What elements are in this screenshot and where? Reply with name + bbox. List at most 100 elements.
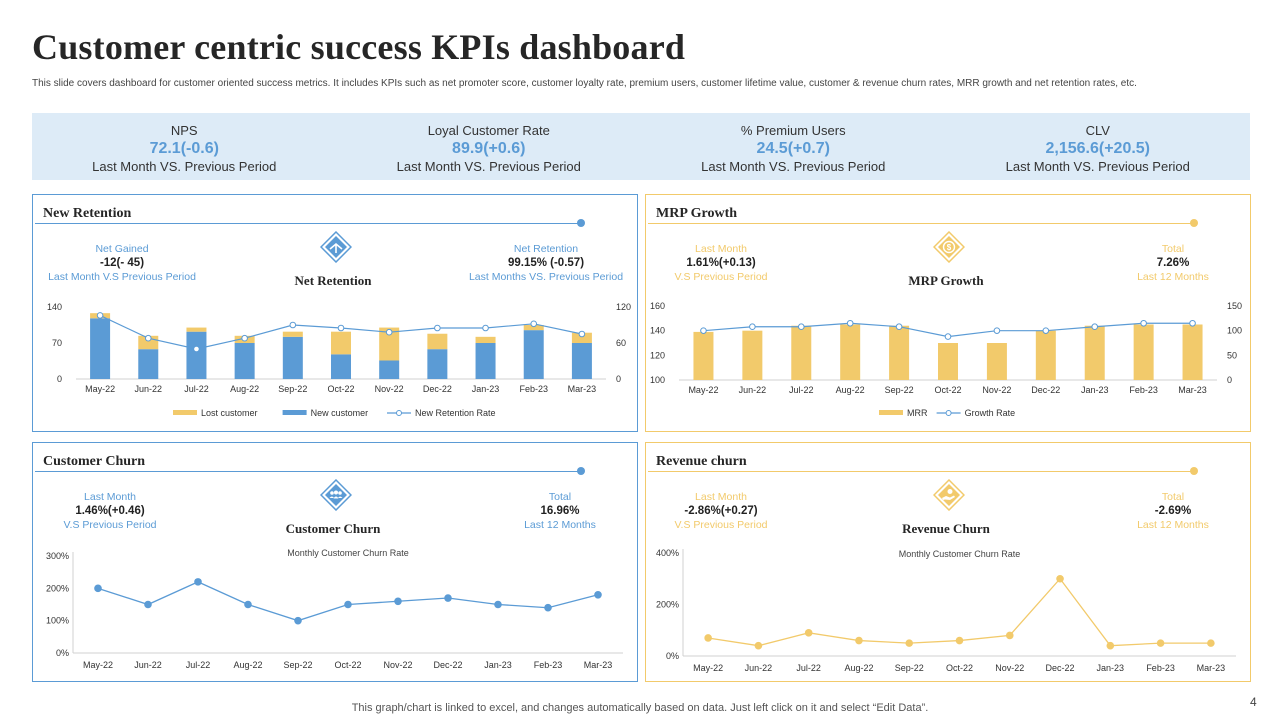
stat-label: Net Gained bbox=[95, 243, 149, 255]
bar-mrr bbox=[938, 343, 958, 380]
stat-caption: V.S Previous Period bbox=[674, 271, 768, 283]
bar-lost-customer bbox=[571, 332, 592, 343]
stat-label: Net Retention bbox=[513, 243, 579, 255]
line-point bbox=[530, 320, 538, 328]
x-tick-label: Dec-22 bbox=[433, 660, 462, 670]
bar-mrr bbox=[1084, 325, 1105, 380]
line-point bbox=[544, 603, 552, 612]
x-tick-label: Dec-22 bbox=[423, 384, 452, 394]
line-point bbox=[1140, 319, 1147, 327]
panel-rule-dot bbox=[1190, 467, 1198, 475]
legend-label: MRR bbox=[907, 408, 928, 418]
stat-value: 7.26% bbox=[1156, 257, 1190, 269]
revenue-churn-panel: Revenue churn Last Month -2.86%(+0.27) V… bbox=[645, 442, 1251, 682]
line-point bbox=[700, 327, 707, 334]
x-tick-label: Nov-22 bbox=[995, 663, 1024, 673]
stat-caption: V.S Previous Period bbox=[63, 519, 157, 531]
stat-caption: V.S Previous Period bbox=[674, 519, 768, 531]
last-month-stat: Last Month 1.46%(+0.46) V.S Previous Per… bbox=[15, 490, 205, 532]
x-tick-label: Aug-22 bbox=[844, 663, 873, 673]
chart-title: Monthly Customer Churn Rate bbox=[899, 549, 1021, 559]
line-point bbox=[1189, 319, 1196, 327]
total-stat: Total -2.69% Last 12 Months bbox=[1078, 490, 1268, 532]
x-tick-label: Aug-22 bbox=[230, 384, 259, 394]
bar-new-customer bbox=[234, 343, 255, 379]
x-tick-label: Mar-23 bbox=[1178, 385, 1207, 395]
x-tick-label: Jan-23 bbox=[1081, 385, 1109, 395]
bar-lost-customer bbox=[427, 333, 448, 350]
legend-label: New customer bbox=[311, 408, 369, 418]
panel-rule bbox=[35, 223, 583, 224]
line-point bbox=[394, 597, 402, 606]
bar-new-customer bbox=[571, 343, 592, 379]
y-left-tick-label: 140 bbox=[650, 326, 665, 336]
x-tick-label: Dec-22 bbox=[1046, 663, 1075, 673]
panel-rule-dot bbox=[577, 467, 585, 475]
kpi-label: Loyal Customer Rate bbox=[427, 123, 550, 138]
x-tick-label: Jun-22 bbox=[745, 663, 773, 673]
line-point bbox=[194, 578, 202, 586]
x-tick-label: Jul-22 bbox=[184, 384, 209, 394]
y-right-tick-label: 0 bbox=[616, 374, 621, 384]
legend-bar-swatch bbox=[282, 410, 307, 415]
kpi-clv: CLV 2,156.6(+20.5) Last Month VS. Previo… bbox=[946, 113, 1251, 180]
hand-money-icon bbox=[933, 479, 965, 511]
svg-text:$: $ bbox=[947, 243, 952, 252]
line-point bbox=[855, 636, 863, 645]
stat-value: 1.46%(+0.46) bbox=[75, 505, 145, 517]
x-tick-label: May-22 bbox=[688, 385, 718, 395]
kpi-nps: NPS 72.1(-0.6) Last Month VS. Previous P… bbox=[32, 113, 337, 180]
stat-value: -2.69% bbox=[1154, 505, 1192, 517]
x-tick-label: Jun-22 bbox=[134, 660, 162, 670]
revenue-chart: Monthly Customer Churn Rate 0% 200% 400% May… bbox=[656, 548, 1236, 673]
kpi-value: 24.5(+0.7) bbox=[756, 140, 830, 157]
line-point bbox=[482, 324, 489, 332]
new-retention-panel: New Retention Net Gained -12(- 45) Last … bbox=[32, 194, 638, 432]
bar-new-customer bbox=[379, 360, 400, 379]
bar-new-customer bbox=[90, 318, 111, 379]
panel-title: New Retention bbox=[43, 206, 132, 221]
y-tick-label: 200% bbox=[46, 583, 69, 593]
x-tick-label: Feb-23 bbox=[534, 660, 563, 670]
y-right-tick-label: 120 bbox=[616, 302, 631, 312]
bar-mrr bbox=[1182, 324, 1203, 380]
stat-value: 99.15% (-0.57) bbox=[507, 257, 585, 269]
y-tick-label: 200% bbox=[656, 600, 679, 610]
bar-mrr bbox=[1035, 330, 1056, 380]
panel-rule bbox=[648, 223, 1196, 224]
stat-value: -2.86%(+0.27) bbox=[684, 505, 758, 517]
net-gained-stat: Net Gained -12(- 45) Last Month V.S Prev… bbox=[27, 242, 217, 284]
line-point bbox=[895, 323, 903, 331]
y-left-tick-label: 160 bbox=[650, 301, 665, 311]
stat-label: Last Month bbox=[695, 491, 747, 503]
kpi-premium-users: % Premium Users 24.5(+0.7) Last Month VS… bbox=[641, 113, 946, 180]
panel-title: Customer Churn bbox=[43, 454, 146, 469]
line-point bbox=[1207, 639, 1215, 647]
line-point bbox=[993, 327, 1001, 334]
kpi-sub: Last Month VS. Previous Period bbox=[1005, 159, 1190, 174]
x-tick-label: May-22 bbox=[85, 384, 115, 394]
kpi-value: 2,156.6(+20.5) bbox=[1045, 140, 1151, 157]
x-tick-label: Feb-23 bbox=[519, 384, 548, 394]
stat-caption: Last 12 Months bbox=[1137, 271, 1209, 283]
series-line bbox=[708, 577, 1211, 647]
stat-label: Total bbox=[1161, 243, 1185, 255]
kpi-label: CLV bbox=[1085, 123, 1110, 138]
line-point bbox=[749, 323, 756, 331]
customer-churn-panel: Customer Churn Last Month 1.46%(+0.46) V… bbox=[32, 442, 638, 682]
kpi-sub: Last Month VS. Previous Period bbox=[396, 159, 581, 174]
x-tick-label: Mar-23 bbox=[568, 384, 597, 394]
stat-label: Last Month bbox=[695, 243, 747, 255]
y-tick-label: 0% bbox=[666, 651, 679, 661]
churn-chart: Monthly Customer Churn Rate 0% 100% 200% 300… bbox=[46, 548, 623, 670]
x-tick-label: Jul-22 bbox=[789, 385, 814, 395]
bar-lost-customer bbox=[186, 327, 207, 332]
bar-new-customer bbox=[331, 354, 351, 379]
line-point bbox=[1056, 574, 1064, 583]
x-tick-label: Jul-22 bbox=[796, 663, 821, 673]
bar-lost-customer bbox=[379, 327, 400, 361]
panel-rule bbox=[648, 471, 1196, 472]
line-point bbox=[344, 600, 352, 609]
x-tick-label: Jan-23 bbox=[1097, 663, 1125, 673]
y-right-tick-label: 0 bbox=[1227, 375, 1232, 385]
